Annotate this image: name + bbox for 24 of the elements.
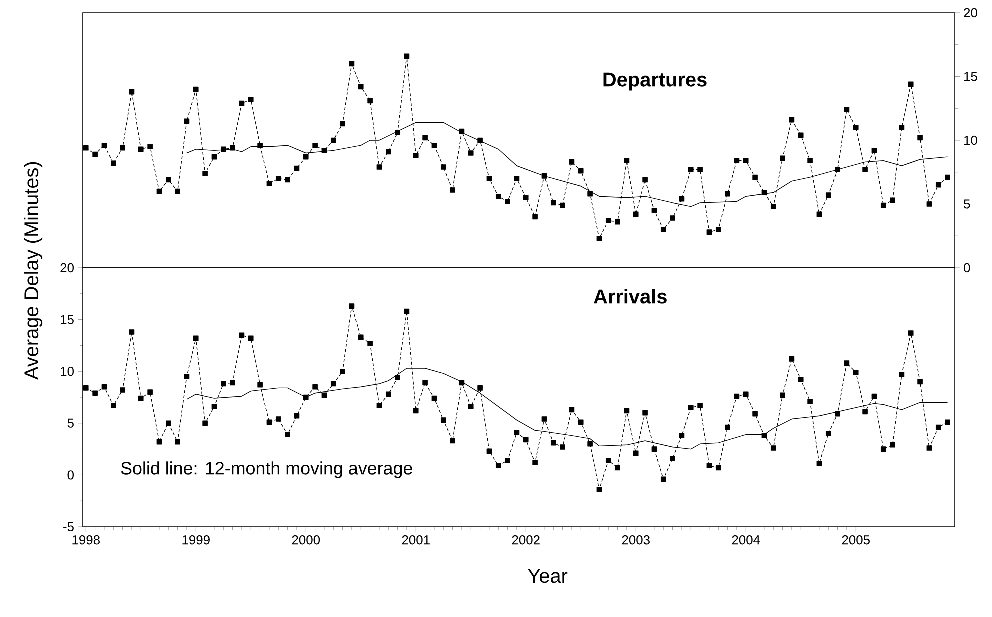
y-tick-label: 20 (964, 8, 978, 18)
y-tick-label: 0 (68, 470, 74, 480)
y-tick-label: -5 (64, 522, 74, 532)
x-tick-label: 1998 (72, 536, 100, 545)
annotation: Solid line: 12-month moving average (121, 462, 412, 478)
x-tick-label: 1999 (182, 536, 210, 545)
x-tick-label: 2003 (622, 536, 650, 545)
text: Departures (604, 72, 707, 91)
y-tick-label: 15 (61, 315, 74, 324)
y-tick-label: 10 (964, 136, 978, 146)
y-tick-label: 20 (60, 263, 74, 273)
x-tick-label: 2005 (842, 536, 870, 545)
x-tick-label: 2001 (402, 536, 430, 545)
text: Arrivals (594, 289, 667, 304)
y-tick-label: 15 (964, 72, 978, 82)
y-tick-label: 5 (68, 418, 74, 428)
x-tick-label: 2004 (732, 536, 760, 545)
x-axis-title: Year (528, 569, 568, 584)
x-tick-label: 2002 (512, 536, 540, 545)
y-tick-label: 0 (964, 263, 970, 273)
y-tick-label: 5 (964, 200, 970, 209)
y-tick-label: 10 (61, 367, 74, 376)
y-axis-title: Average Delay (Minutes) (24, 162, 43, 380)
x-tick-label: 2000 (292, 536, 320, 545)
